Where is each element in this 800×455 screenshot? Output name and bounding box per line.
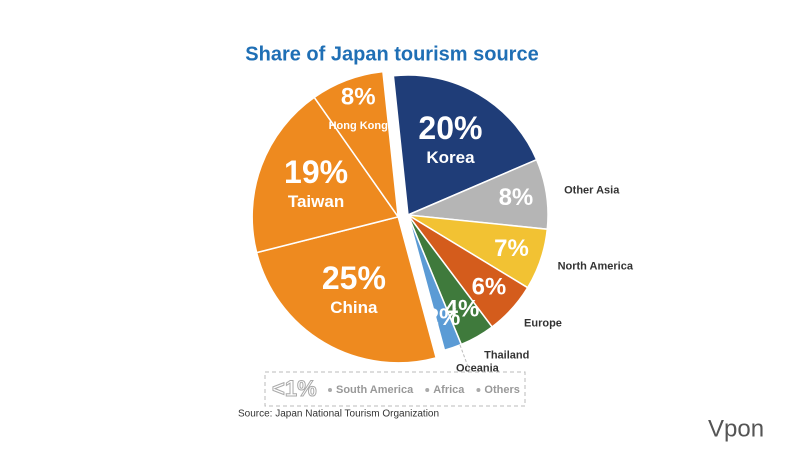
value-label: 20% [418, 110, 482, 146]
category-label: China [330, 298, 378, 317]
annotation-label: <1% [272, 376, 317, 401]
brand: Vpon [708, 415, 764, 442]
pie-slice [407, 214, 463, 352]
category-label: Oceania [456, 362, 500, 374]
category-label: North America [558, 260, 634, 272]
category-label: Thailand [484, 350, 529, 362]
value-label: 7% [494, 235, 529, 262]
category-label: Hong Kong [329, 120, 388, 132]
annotation-items: South America Africa Others [328, 384, 520, 396]
pie: 20% Korea 8% Other Asia 7% North America 6% Eur… [251, 70, 634, 374]
value-label: 25% [322, 260, 386, 296]
category-label: Europe [524, 318, 562, 330]
value-label: 2% [426, 304, 461, 331]
pie-slice [313, 70, 400, 220]
pie-slice [251, 96, 400, 254]
category-label: Korea [426, 148, 475, 167]
value-label: 8% [499, 184, 534, 211]
source: Source: Japan National Tourism Organizat… [238, 409, 439, 420]
category-label: Taiwan [288, 192, 344, 211]
annotation-item: Africa [433, 384, 465, 396]
chart-title: Share of Japan tourism source [245, 43, 538, 65]
category-label: Other Asia [564, 184, 620, 196]
value-label: 6% [472, 274, 507, 301]
pie-slice [255, 215, 438, 364]
value-label: 19% [284, 154, 348, 190]
bullet [425, 388, 430, 392]
bullet [476, 388, 481, 392]
value-label: 8% [341, 84, 376, 111]
pie-slice [392, 74, 538, 217]
annotation-item: Others [484, 384, 519, 396]
bullet [328, 388, 332, 392]
callout-box [264, 371, 526, 407]
annotation-item: South America [336, 384, 414, 396]
